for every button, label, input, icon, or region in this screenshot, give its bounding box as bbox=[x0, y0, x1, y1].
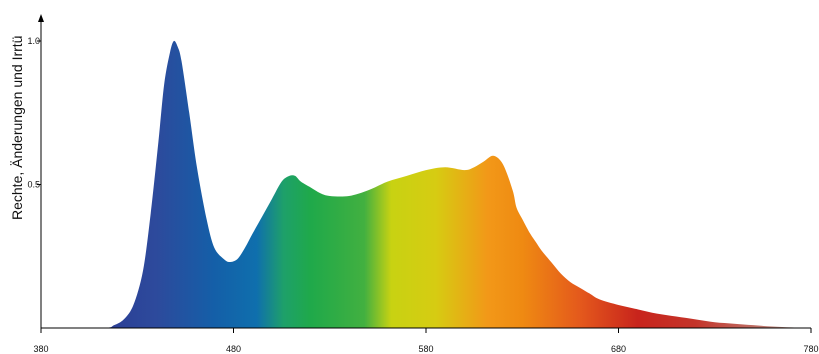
x-tick-label: 380 bbox=[33, 344, 48, 354]
axes bbox=[37, 14, 812, 333]
plot-area bbox=[41, 40, 811, 329]
y-tick-label: 1.0 bbox=[27, 36, 40, 46]
x-tick-label: 780 bbox=[803, 344, 818, 354]
spectrum-area bbox=[41, 40, 811, 329]
x-tick-label: 680 bbox=[611, 344, 626, 354]
y-axis-arrow bbox=[38, 14, 44, 22]
side-text: Rechte, Änderungen und Irrtü bbox=[9, 36, 25, 220]
x-tick-label: 580 bbox=[418, 344, 433, 354]
y-tick-label: 0.5 bbox=[27, 180, 40, 190]
tick-labels: 380 480 580 680 780 0.5 1.0 bbox=[27, 36, 818, 354]
x-tick-label: 480 bbox=[226, 344, 241, 354]
